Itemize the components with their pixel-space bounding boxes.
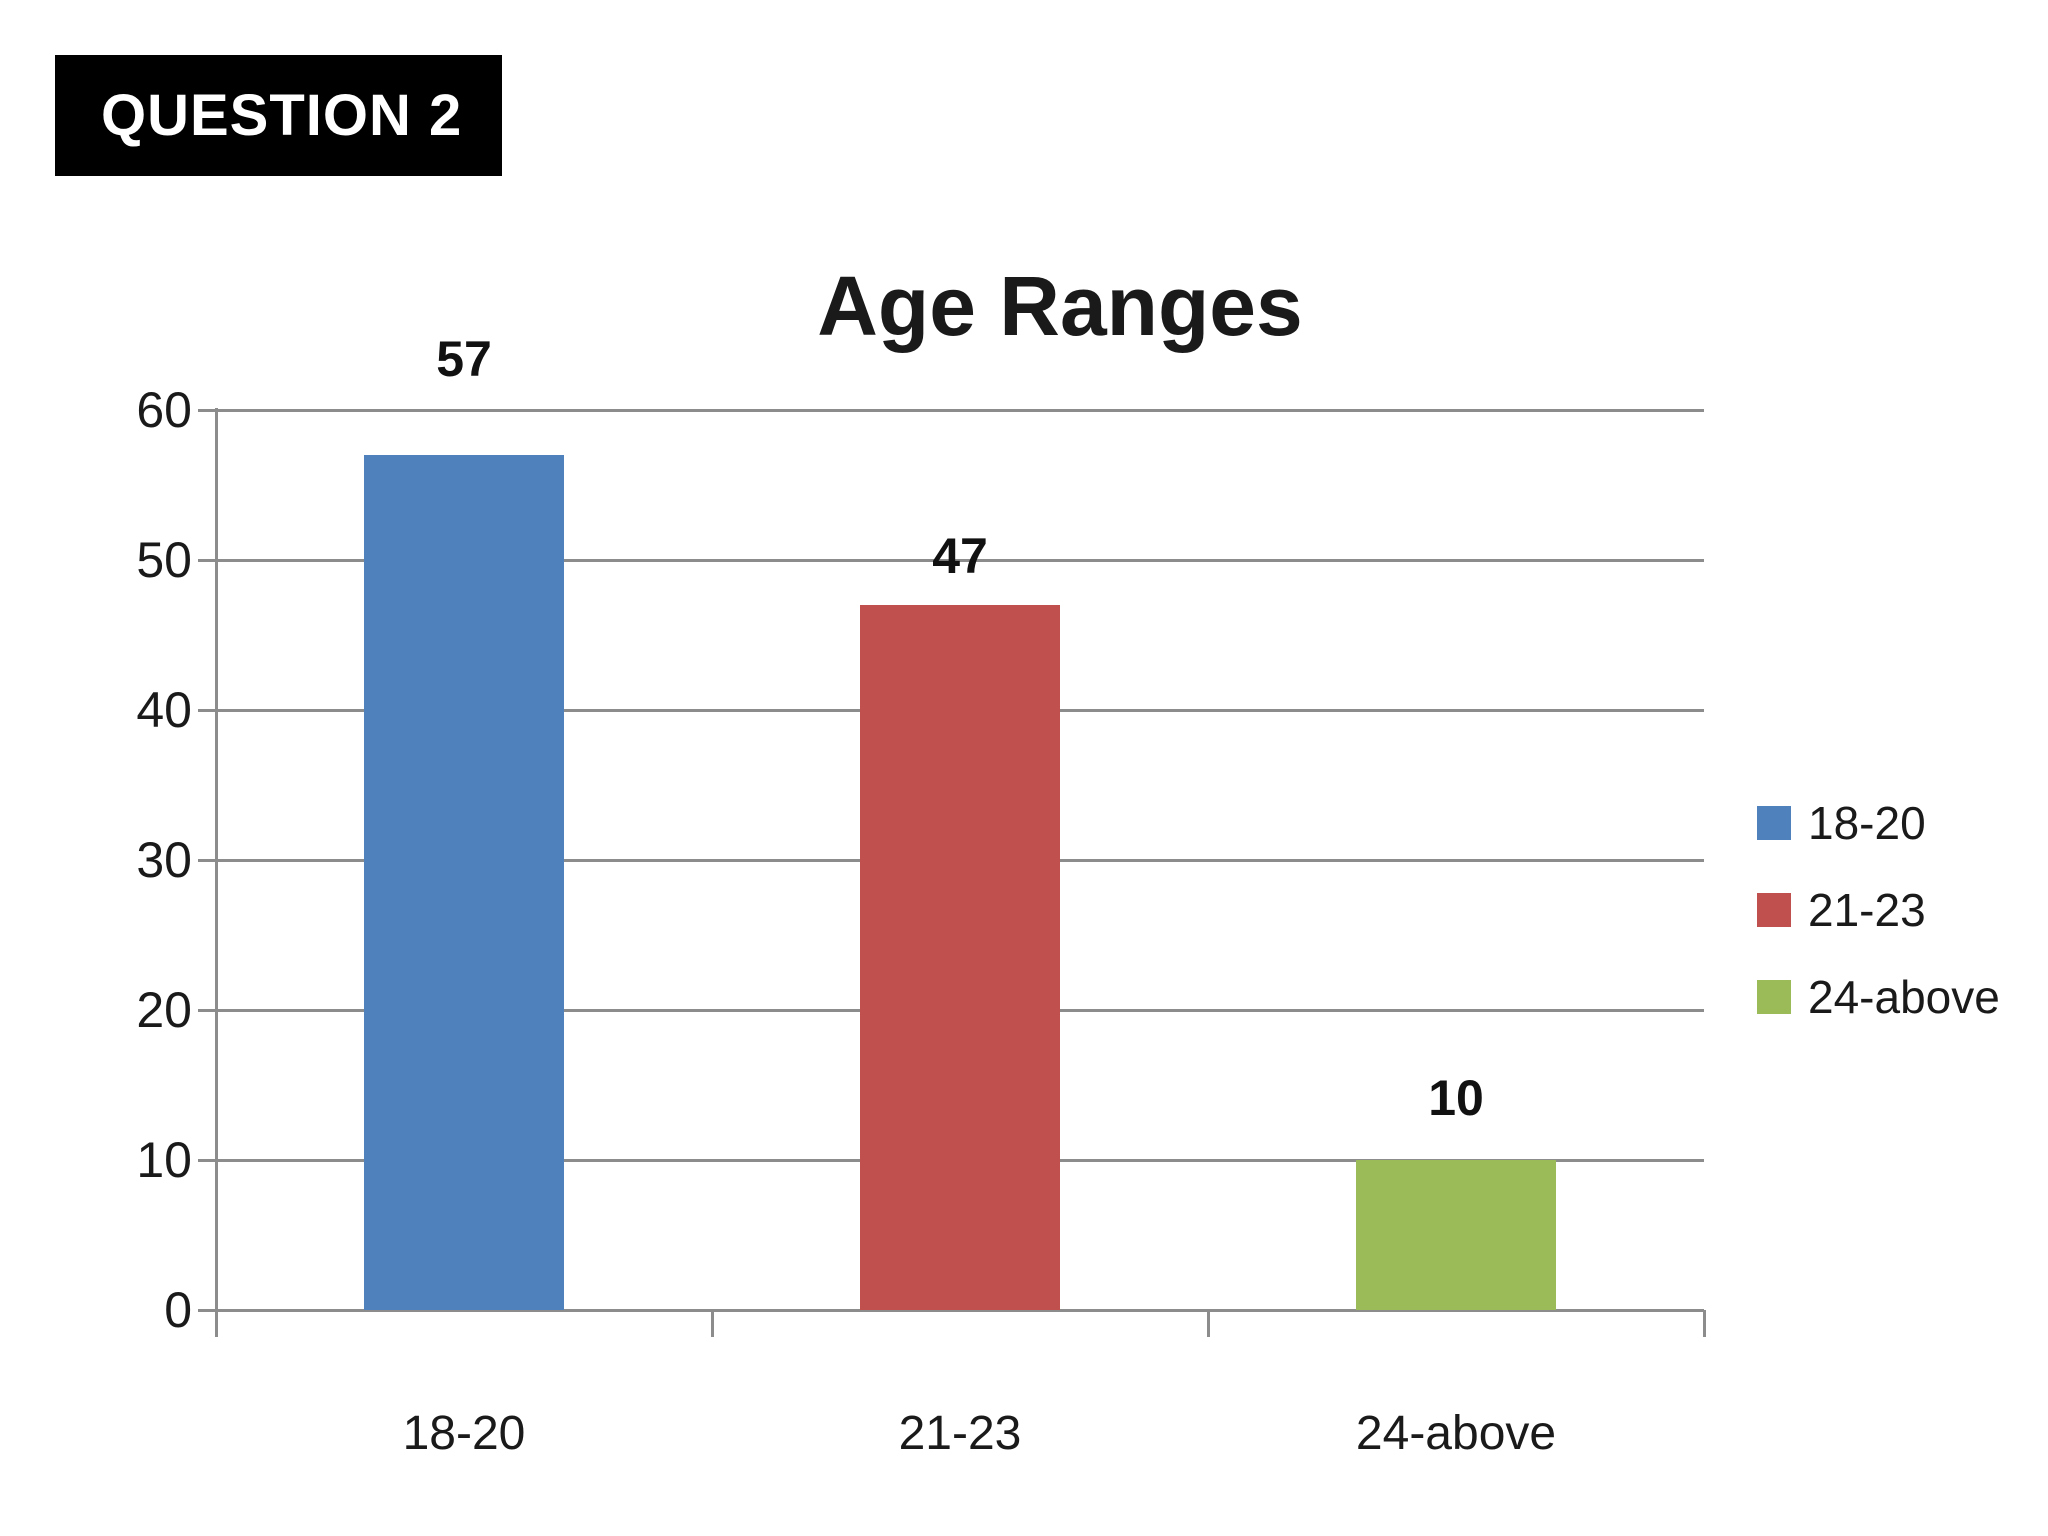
- y-tick-label: 40: [136, 682, 192, 738]
- x-axis-tick: [1703, 1310, 1706, 1337]
- legend-label: 24-above: [1808, 971, 2000, 1023]
- bar-value-label: 57: [436, 331, 492, 387]
- legend: 18-20 21-23 24-above: [1757, 797, 2000, 1061]
- x-axis-category-label: 18-20: [402, 1407, 526, 1460]
- legend-entry-18-20: 18-20: [1757, 797, 2000, 849]
- y-tick-label: 30: [136, 832, 192, 888]
- x-axis-tick: [711, 1310, 714, 1337]
- legend-label: 18-20: [1808, 797, 1926, 849]
- x-axis-tick: [1207, 1310, 1210, 1337]
- gridline: [198, 559, 1704, 562]
- bar-21-23: [860, 605, 1060, 1310]
- y-tick-label: 20: [136, 982, 192, 1038]
- legend-swatch: [1757, 806, 1791, 840]
- legend-entry-24-above: 24-above: [1757, 971, 2000, 1023]
- chart-title: Age Ranges: [817, 259, 1303, 353]
- legend-swatch: [1757, 893, 1791, 927]
- y-axis-line: [215, 408, 218, 1337]
- y-tick-label: 0: [164, 1282, 192, 1338]
- question-box-label: QUESTION 2: [101, 83, 463, 148]
- legend-swatch: [1757, 980, 1791, 1014]
- x-axis-category-label: 21-23: [898, 1407, 1022, 1460]
- y-tick-label: 10: [136, 1132, 192, 1188]
- gridline: [198, 409, 1704, 412]
- y-tick-label: 60: [136, 382, 192, 438]
- legend-label: 21-23: [1808, 884, 1926, 936]
- y-tick-label: 50: [136, 532, 192, 588]
- x-axis-tick: [215, 1310, 218, 1337]
- bar-value-label: 47: [932, 528, 988, 584]
- legend-entry-21-23: 21-23: [1757, 884, 2000, 936]
- bar-18-20: [364, 455, 564, 1310]
- bar-24-above: [1356, 1160, 1556, 1310]
- x-axis-line: [198, 1309, 1704, 1312]
- bar-value-label: 10: [1428, 1070, 1484, 1126]
- question-box: QUESTION 2: [55, 55, 502, 176]
- x-axis-category-label: 24-above: [1355, 1407, 1557, 1460]
